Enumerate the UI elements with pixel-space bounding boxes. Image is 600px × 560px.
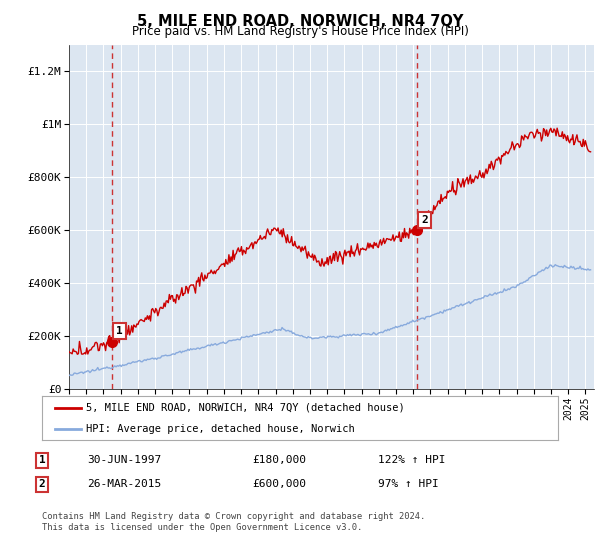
Text: HPI: Average price, detached house, Norwich: HPI: Average price, detached house, Norw… <box>86 424 355 433</box>
Text: 2: 2 <box>421 215 428 225</box>
Text: Price paid vs. HM Land Registry's House Price Index (HPI): Price paid vs. HM Land Registry's House … <box>131 25 469 38</box>
Text: £600,000: £600,000 <box>252 479 306 489</box>
Text: 30-JUN-1997: 30-JUN-1997 <box>87 455 161 465</box>
Text: £180,000: £180,000 <box>252 455 306 465</box>
Text: 5, MILE END ROAD, NORWICH, NR4 7QY (detached house): 5, MILE END ROAD, NORWICH, NR4 7QY (deta… <box>86 403 404 413</box>
Text: 2: 2 <box>38 479 46 489</box>
Text: 97% ↑ HPI: 97% ↑ HPI <box>378 479 439 489</box>
Text: 26-MAR-2015: 26-MAR-2015 <box>87 479 161 489</box>
Text: 1: 1 <box>38 455 46 465</box>
Text: 1: 1 <box>116 326 123 336</box>
Text: 122% ↑ HPI: 122% ↑ HPI <box>378 455 445 465</box>
Text: Contains HM Land Registry data © Crown copyright and database right 2024.
This d: Contains HM Land Registry data © Crown c… <box>42 512 425 532</box>
Text: 5, MILE END ROAD, NORWICH, NR4 7QY: 5, MILE END ROAD, NORWICH, NR4 7QY <box>137 14 463 29</box>
